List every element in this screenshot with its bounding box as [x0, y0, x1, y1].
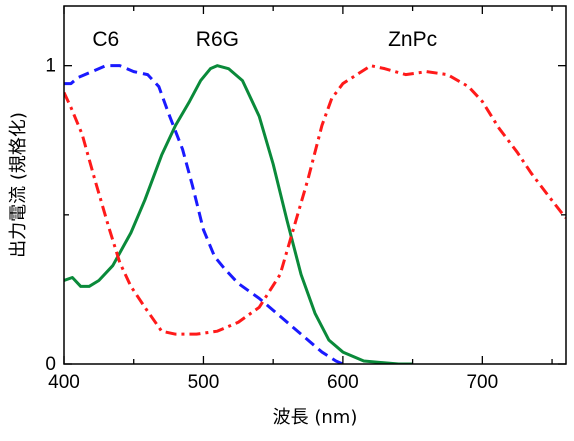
- series-line-c6: [64, 64, 344, 364]
- series-line-r6g: [64, 64, 413, 364]
- series-label-znpc: ZnPc: [388, 28, 437, 51]
- series-layer: [64, 64, 566, 364]
- y-tick-label: 0: [45, 354, 56, 375]
- series-labels-layer: C6 R6G ZnPc: [92, 28, 437, 51]
- x-tick-label: 500: [188, 372, 220, 393]
- x-tick-label: 400: [48, 372, 80, 393]
- series-line-znpc: [64, 64, 566, 336]
- x-axis-title: 波長 (nm): [273, 407, 358, 428]
- x-tick-label: 700: [466, 372, 498, 393]
- series-label-r6g: R6G: [196, 28, 239, 51]
- y-tick-label: 1: [45, 56, 56, 77]
- y-axis-title: 出力電流 (規格化): [8, 112, 29, 258]
- tick-labels-layer: 400 500 600 700 0 1: [45, 56, 498, 393]
- series-label-c6: C6: [92, 28, 119, 51]
- plot-frame: [63, 5, 567, 365]
- ticks-layer: [63, 6, 566, 365]
- x-tick-label: 600: [327, 372, 359, 393]
